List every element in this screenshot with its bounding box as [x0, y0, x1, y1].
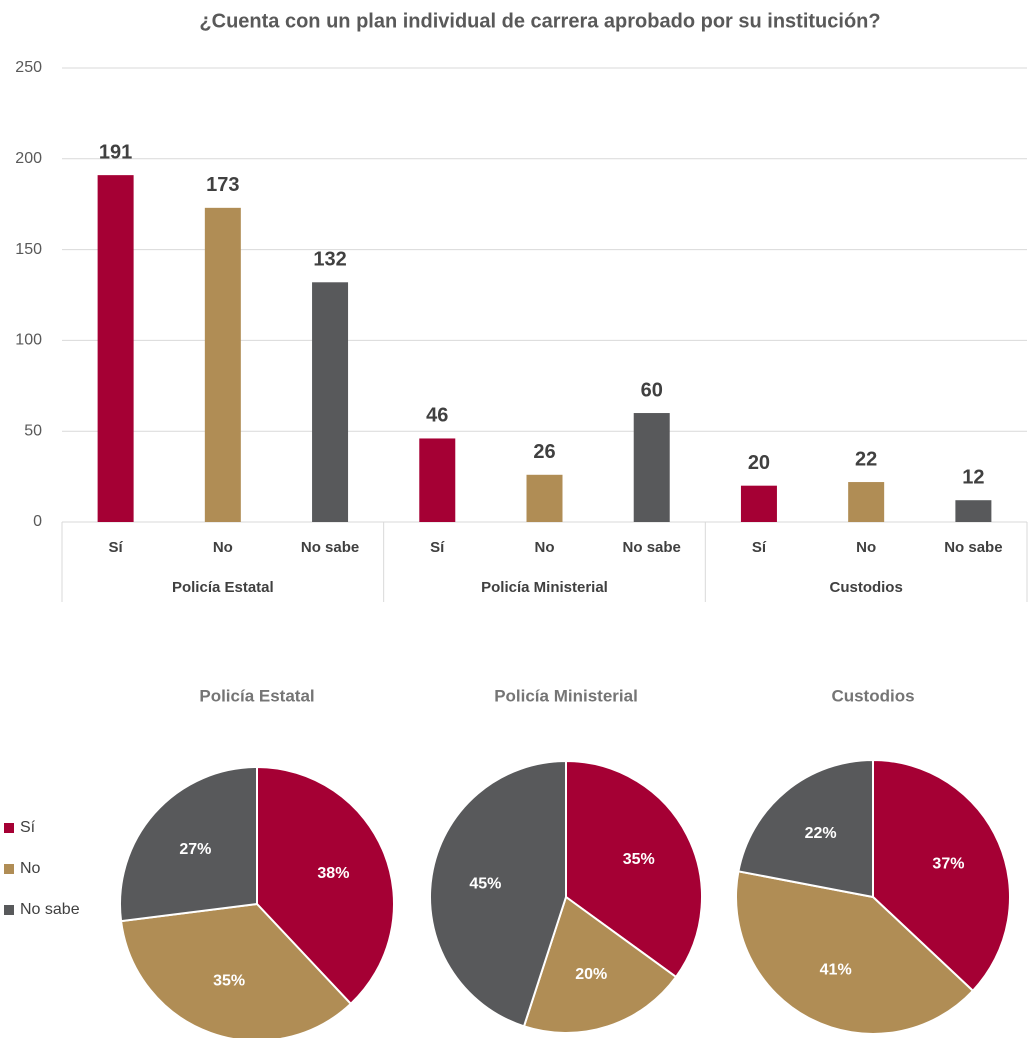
bar	[419, 438, 456, 522]
pie-slice	[119, 902, 353, 1038]
data-label: 22%	[805, 825, 837, 842]
legend-swatch	[4, 864, 14, 874]
x-tick-label: Sí	[430, 539, 445, 556]
pie-title: Policía Estatal	[199, 686, 314, 705]
data-label: 173	[206, 174, 239, 196]
x-tick-label: No	[535, 539, 555, 556]
data-label: 12	[962, 466, 984, 488]
pie-slice	[119, 765, 258, 923]
y-tick-label: 100	[15, 332, 42, 349]
y-tick-label: 250	[15, 59, 42, 76]
group-label: Policía Estatal	[172, 579, 274, 596]
bar	[97, 175, 134, 523]
pie-slice	[737, 758, 874, 899]
pie-slice	[565, 759, 703, 979]
x-tick-label: No	[213, 539, 233, 556]
x-tick-label: Sí	[109, 539, 124, 556]
data-label: 35%	[213, 973, 245, 990]
data-label: 132	[313, 249, 346, 271]
bar	[633, 413, 670, 522]
legend-label: No sabe	[20, 901, 80, 918]
pie-title: Policía Ministerial	[494, 686, 638, 705]
y-tick-label: 0	[33, 513, 42, 530]
x-tick-label: No sabe	[623, 539, 681, 556]
x-tick-label: No sabe	[944, 539, 1002, 556]
x-tick-label: Sí	[752, 539, 767, 556]
pie-slice	[735, 870, 975, 1035]
legend-label: Sí	[20, 819, 36, 836]
y-tick-label: 50	[24, 422, 42, 439]
pie-title: Custodios	[831, 686, 914, 705]
bar	[204, 207, 241, 522]
chart-title: ¿Cuenta con un plan individual de carrer…	[199, 10, 880, 32]
bar	[848, 482, 885, 522]
bar	[312, 282, 349, 522]
y-tick-label: 150	[15, 241, 42, 258]
data-label: 22	[855, 448, 877, 470]
bar	[740, 485, 777, 522]
data-label: 26	[533, 441, 555, 463]
legend-swatch	[4, 823, 14, 833]
data-label: 41%	[820, 961, 852, 978]
data-label: 191	[99, 141, 132, 163]
pie-slice	[256, 765, 395, 1006]
data-label: 20	[748, 452, 770, 474]
data-label: 45%	[469, 875, 501, 892]
legend-swatch	[4, 905, 14, 915]
bar	[526, 474, 563, 522]
data-label: 27%	[179, 841, 211, 858]
data-label: 60	[641, 379, 663, 401]
legend-label: No	[20, 860, 41, 877]
pie-slice	[872, 758, 1011, 993]
data-label: 35%	[623, 851, 655, 868]
bar	[955, 500, 992, 522]
x-tick-label: No sabe	[301, 539, 359, 556]
pie-slice	[429, 759, 567, 1028]
data-label: 20%	[575, 966, 607, 983]
data-label: 37%	[932, 856, 964, 873]
data-label: 38%	[317, 865, 349, 882]
data-label: 46	[426, 405, 448, 427]
group-label: Custodios	[829, 579, 902, 596]
x-tick-label: No	[856, 539, 876, 556]
pie-slice	[522, 895, 678, 1034]
y-tick-label: 200	[15, 150, 42, 167]
group-label: Policía Ministerial	[481, 579, 608, 596]
